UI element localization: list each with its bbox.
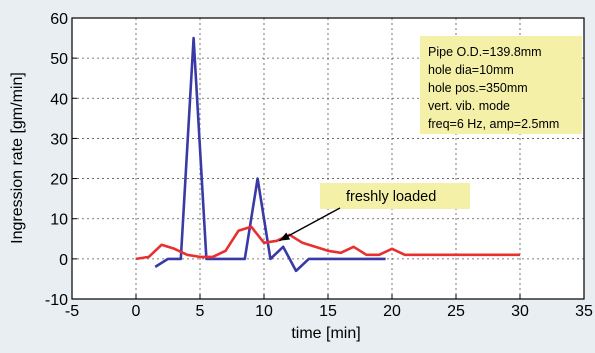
- x-tick-label: 35: [575, 303, 593, 320]
- y-axis-label: Ingression rate [gm/min]: [9, 72, 26, 244]
- info-line: Pipe O.D.=139.8mm: [428, 45, 542, 59]
- series-layer: [135, 36, 520, 273]
- x-tick-label: 20: [383, 303, 401, 320]
- y-tick-label: 60: [50, 11, 68, 28]
- y-tick-label: 50: [50, 51, 68, 68]
- y-tick-label: 0: [59, 252, 68, 269]
- x-axis-label: time [min]: [291, 325, 360, 342]
- annotation-background: [320, 183, 470, 209]
- info-line: hole dia=10mm: [428, 63, 514, 77]
- info-line: vert. vib. mode: [428, 99, 510, 113]
- x-tick-label: 15: [319, 303, 337, 320]
- info-box-background: [420, 36, 582, 134]
- series-line-1: [154, 36, 386, 273]
- x-tick-label: 10: [255, 303, 273, 320]
- annotation-text: freshly loaded: [346, 189, 436, 205]
- annotation-arrow: [279, 207, 341, 242]
- series-line-2: [135, 225, 520, 261]
- annotation-arrow-head: [279, 232, 291, 241]
- axis-ticks: -5 0 5 10 15 20 25 30 35 -10 0 10 20 30 40 50 60: [45, 11, 593, 320]
- x-tick-label: 0: [132, 303, 141, 320]
- annotation: freshly loaded: [279, 183, 470, 242]
- y-tick-label: 10: [50, 212, 68, 229]
- y-tick-label: 20: [50, 172, 68, 189]
- info-line: freq=6 Hz, amp=2.5mm: [428, 117, 559, 131]
- x-tick-label: 25: [447, 303, 465, 320]
- y-tick-label: 40: [50, 91, 68, 108]
- x-tick-label: -5: [65, 303, 79, 320]
- info-box: Pipe O.D.=139.8mm hole dia=10mm hole pos…: [420, 36, 582, 134]
- x-tick-label: 5: [196, 303, 205, 320]
- y-tick-label: -10: [45, 292, 68, 309]
- info-line: hole pos.=350mm: [428, 81, 528, 95]
- x-tick-label: 30: [511, 303, 529, 320]
- y-tick-label: 30: [50, 131, 68, 148]
